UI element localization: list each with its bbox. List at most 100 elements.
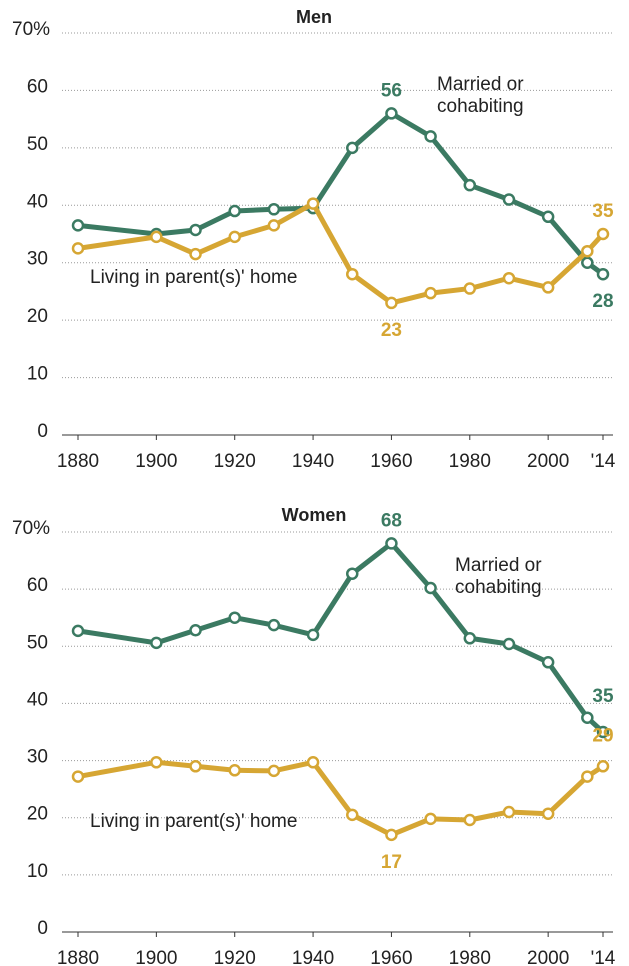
point <box>581 770 594 783</box>
point <box>596 760 610 773</box>
y-tick-label: 60 <box>27 575 48 596</box>
point <box>306 756 320 769</box>
line <box>77 201 605 306</box>
point <box>346 567 359 580</box>
line <box>77 110 605 277</box>
point <box>463 632 477 645</box>
chart-title: Women <box>282 505 347 525</box>
point <box>189 223 202 237</box>
x-tick-label: 1940 <box>292 451 334 472</box>
point <box>71 770 85 783</box>
point <box>581 256 594 269</box>
point <box>71 624 85 638</box>
point <box>385 537 398 550</box>
point <box>346 141 359 155</box>
y-tick-label: 30 <box>27 747 48 768</box>
y-tick-label: 40 <box>27 689 48 710</box>
point <box>228 204 241 218</box>
point <box>502 637 516 651</box>
y-tick-label: 70% <box>12 19 50 40</box>
point <box>150 756 163 769</box>
point <box>346 808 359 822</box>
x-tick-label: 1920 <box>214 451 256 472</box>
point <box>71 242 85 255</box>
x-tick-label: 1960 <box>370 451 412 472</box>
line <box>77 540 605 734</box>
point <box>502 193 516 206</box>
x-tick-label: 1980 <box>449 948 491 966</box>
point <box>228 230 241 244</box>
series-label: Living in parent(s)' home <box>90 267 298 288</box>
point <box>424 286 437 300</box>
data-label: 56 <box>381 80 402 101</box>
point <box>267 618 281 632</box>
data-label: 35 <box>592 201 614 222</box>
point <box>228 764 241 777</box>
series-label: Married or cohabiting <box>437 74 524 117</box>
point <box>228 611 241 624</box>
data-label: 23 <box>381 320 402 341</box>
point <box>424 581 437 595</box>
y-tick-label: 70% <box>12 518 50 539</box>
y-tick-label: 20 <box>27 804 48 825</box>
point <box>424 812 437 826</box>
y-tick-label: 60 <box>27 76 48 97</box>
point <box>541 807 555 820</box>
line <box>77 759 605 838</box>
data-label: 28 <box>592 291 613 312</box>
point <box>541 210 555 224</box>
point <box>424 130 437 143</box>
x-tick-label: 1880 <box>57 451 99 472</box>
x-tick-label: '14 <box>591 451 616 472</box>
point <box>463 282 477 295</box>
x-tick-label: 2000 <box>527 948 569 966</box>
y-tick-label: 0 <box>37 421 48 442</box>
point <box>150 230 163 244</box>
x-tick-label: 1920 <box>214 948 256 966</box>
y-tick-label: 0 <box>37 918 48 939</box>
point <box>346 267 359 281</box>
point <box>150 636 163 650</box>
point <box>306 197 320 210</box>
y-tick-label: 50 <box>27 134 48 155</box>
point <box>502 805 516 819</box>
point <box>463 813 477 827</box>
x-tick-label: 1900 <box>135 451 177 472</box>
point <box>463 178 477 192</box>
y-tick-label: 30 <box>27 249 48 270</box>
point <box>541 281 555 294</box>
x-tick-label: 1960 <box>370 948 412 966</box>
y-tick-label: 10 <box>27 861 48 882</box>
x-tick-label: 2000 <box>527 451 569 472</box>
point <box>71 219 85 232</box>
x-tick-label: '14 <box>591 948 616 966</box>
x-tick-label: 1880 <box>57 948 99 966</box>
point <box>267 764 281 778</box>
x-tick-label: 1900 <box>135 948 177 966</box>
point <box>189 760 202 773</box>
point <box>596 227 610 241</box>
y-tick-label: 50 <box>27 632 48 653</box>
y-tick-label: 20 <box>27 306 48 327</box>
data-label: 17 <box>381 852 402 873</box>
point <box>189 624 202 637</box>
point <box>385 828 398 842</box>
point <box>385 107 398 120</box>
x-tick-label: 1980 <box>449 451 491 472</box>
x-tick-label: 1940 <box>292 948 334 966</box>
series-label: Living in parent(s)' home <box>90 811 298 832</box>
data-label: 68 <box>381 510 402 531</box>
point <box>189 247 202 261</box>
data-label: 35 <box>592 686 614 707</box>
point <box>306 628 320 642</box>
point <box>541 656 555 669</box>
data-label: 29 <box>592 725 613 746</box>
point <box>385 296 398 310</box>
point <box>502 271 516 285</box>
series-label: Married or cohabiting <box>455 555 542 598</box>
point <box>596 725 610 739</box>
point <box>581 244 594 258</box>
point <box>581 711 594 724</box>
